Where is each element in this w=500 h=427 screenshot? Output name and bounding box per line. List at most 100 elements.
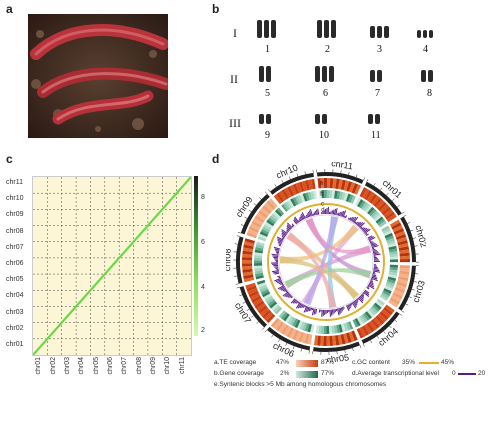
ideogram-tick xyxy=(300,348,302,352)
te-coverage-bin xyxy=(329,335,333,346)
ideogram-tick xyxy=(405,303,409,306)
gene-coverage-bin xyxy=(257,282,267,288)
gene-coverage-bin xyxy=(254,267,263,272)
heatmap-y-label: chr02 xyxy=(6,324,24,332)
legend-gene-min: 2% xyxy=(280,370,290,377)
te-coverage-bin xyxy=(359,326,367,338)
ideogram-chr02 xyxy=(400,216,416,263)
te-coverage-bin xyxy=(250,223,261,231)
expression-bar xyxy=(347,217,350,220)
gene-coverage-bin xyxy=(389,251,398,255)
heatmap-colorbar xyxy=(194,176,198,336)
expression-bar xyxy=(292,299,297,304)
gene-coverage-bin xyxy=(338,191,344,200)
expression-bar xyxy=(363,228,369,233)
inner-ring xyxy=(278,214,374,310)
gene-coverage-bin xyxy=(373,302,382,310)
te-coverage-bin xyxy=(361,325,370,336)
expression-bar xyxy=(313,308,316,315)
te-coverage-bin xyxy=(258,209,268,219)
te-coverage-bin xyxy=(381,206,392,216)
expression-bar xyxy=(281,229,288,235)
te-coverage-bin xyxy=(394,231,406,238)
te-coverage-bin xyxy=(354,184,362,195)
synteny-ribbon xyxy=(284,245,371,289)
gene-coverage-bin xyxy=(374,214,382,222)
te-coverage-bin xyxy=(332,335,337,346)
te-coverage-bin xyxy=(266,313,276,324)
heatmap-y-label: chr06 xyxy=(6,260,24,267)
gene-coverage-bin xyxy=(254,249,263,254)
te-coverage-bin xyxy=(304,179,311,191)
te-coverage-bin xyxy=(348,331,355,342)
karyotype-figure: I II III 1 2 3 4 5 6 7 8 9 10 11 xyxy=(225,14,465,150)
expression-bar xyxy=(280,282,284,285)
expression-bar xyxy=(286,225,291,231)
gene-coverage-bin xyxy=(329,190,333,199)
gene-coverage-bin xyxy=(356,316,364,326)
expression-bar xyxy=(356,221,360,226)
legend-te-min: 47% xyxy=(276,359,290,366)
expression-bar xyxy=(348,217,352,221)
gene-coverage-bin xyxy=(305,192,310,201)
expression-bar xyxy=(300,213,305,220)
gene-coverage-bin xyxy=(387,240,396,246)
te-coverage-bin xyxy=(326,335,330,346)
gc-content-line xyxy=(267,203,385,321)
legend-gene-swatch xyxy=(296,371,318,378)
ideogram-tick xyxy=(239,294,243,297)
expression-bar xyxy=(306,213,310,218)
ideogram-tick xyxy=(410,229,414,232)
expression-bar xyxy=(298,219,301,223)
gene-coverage-bin xyxy=(389,264,398,268)
ideogram-tick xyxy=(403,214,407,217)
ideogram-tick xyxy=(407,222,411,224)
earthworm-photo xyxy=(28,14,168,138)
expression-bar xyxy=(353,216,359,224)
gene-coverage-bin xyxy=(273,211,281,219)
ideogram-tick xyxy=(285,342,288,346)
expression-bar xyxy=(365,232,368,235)
expression-bar xyxy=(298,218,302,222)
expression-bar xyxy=(372,274,377,277)
gene-coverage-bin xyxy=(383,288,392,294)
gene-coverage-bin xyxy=(292,318,299,327)
te-coverage-bin xyxy=(254,300,265,309)
gene-coverage-bin xyxy=(269,215,278,223)
expression-bar xyxy=(370,280,374,283)
gene-coverage-bin xyxy=(256,241,265,247)
te-coverage-bin xyxy=(311,178,316,190)
expression-bar xyxy=(277,241,282,245)
gene-coverage-bin xyxy=(264,221,273,229)
expression-bar xyxy=(278,243,282,246)
te-coverage-bin xyxy=(276,192,285,203)
te-coverage-bin xyxy=(246,232,257,239)
gene-coverage-bin xyxy=(255,275,264,280)
te-coverage-bin xyxy=(343,333,349,344)
te-coverage-bin xyxy=(242,247,254,253)
gene-coverage-bin xyxy=(363,203,371,212)
expression-bar xyxy=(371,244,378,247)
te-coverage-bin xyxy=(383,208,394,218)
gene-coverage-bin xyxy=(256,279,266,285)
ideogram-tick xyxy=(399,313,403,316)
te-coverage-bin xyxy=(249,293,261,301)
te-coverage-bin xyxy=(289,328,297,339)
expression-bar xyxy=(358,296,364,302)
te-coverage-bin xyxy=(340,179,346,191)
gene-coverage-bin xyxy=(347,321,354,330)
expression-bar xyxy=(304,305,307,308)
expression-bar xyxy=(362,227,368,232)
expression-bar xyxy=(356,298,359,301)
gene-coverage-bin xyxy=(368,208,377,217)
heatmap-y-label: chr05 xyxy=(6,276,24,284)
te-coverage-bin xyxy=(252,217,264,226)
gene-coverage-bin xyxy=(313,190,317,200)
ideogram-tick xyxy=(274,184,277,188)
te-coverage-bin xyxy=(326,178,331,189)
gene-coverage-bin xyxy=(326,325,330,334)
heatmap-x-label: chr04 xyxy=(78,357,86,375)
expression-bar xyxy=(295,302,301,309)
expression-bar xyxy=(277,238,283,242)
te-coverage-bin xyxy=(384,304,395,313)
